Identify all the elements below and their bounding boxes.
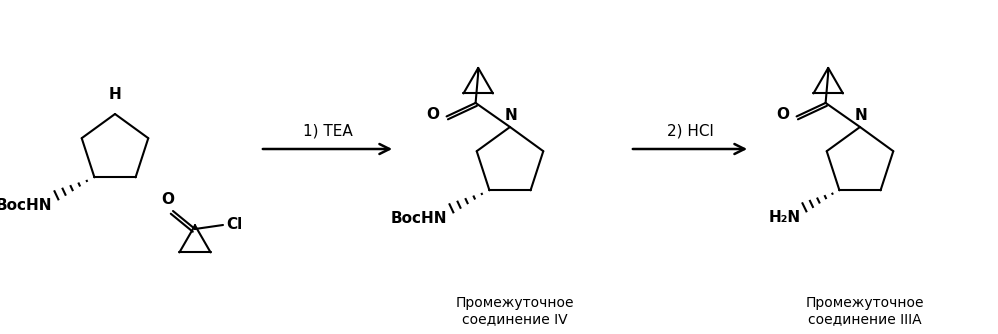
Text: BocHN: BocHN — [391, 211, 447, 226]
Text: 1) TEA: 1) TEA — [302, 124, 352, 139]
Text: O: O — [776, 107, 789, 122]
Text: 2) HCl: 2) HCl — [667, 124, 714, 139]
Text: Промежуточное
соединение IV: Промежуточное соединение IV — [456, 296, 574, 326]
Text: N: N — [505, 108, 517, 123]
Text: H₂N: H₂N — [768, 210, 800, 225]
Text: BocHN: BocHN — [0, 198, 53, 213]
Text: O: O — [426, 107, 439, 122]
Text: Cl: Cl — [226, 217, 243, 232]
Text: O: O — [162, 192, 175, 207]
Text: H: H — [109, 87, 122, 102]
Text: Промежуточное
соединение IIIA: Промежуточное соединение IIIA — [805, 296, 924, 326]
Text: N: N — [854, 108, 867, 123]
